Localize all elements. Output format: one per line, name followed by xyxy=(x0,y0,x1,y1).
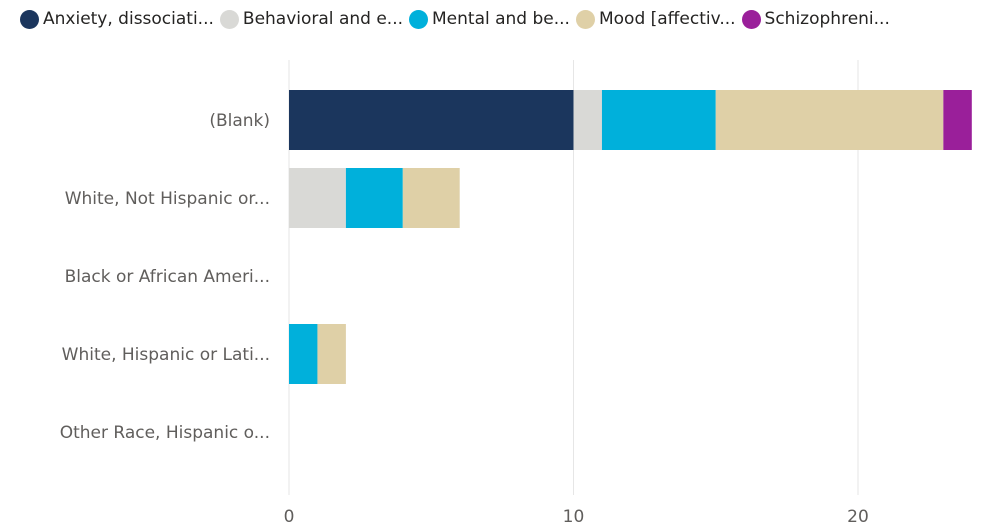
bar-segment[interactable] xyxy=(943,90,972,150)
legend-marker-icon xyxy=(20,9,39,29)
bar-segment[interactable] xyxy=(289,324,318,384)
legend-item[interactable]: Mood [affectiv... xyxy=(575,9,736,29)
legend: Anxiety, dissociati... Behavioral and e..… xyxy=(20,6,896,32)
legend-label: Mental and be... xyxy=(432,9,570,29)
category-label: White, Hispanic or Lati... xyxy=(62,345,270,365)
legend-item[interactable]: Schizophreni... xyxy=(741,9,890,29)
bar-segment[interactable] xyxy=(289,90,574,150)
bar-segment[interactable] xyxy=(601,90,716,150)
category-label: (Blank) xyxy=(209,111,270,131)
bar-segment[interactable] xyxy=(289,168,346,228)
bar-segment[interactable] xyxy=(345,168,403,228)
legend-label: Schizophreni... xyxy=(764,9,890,29)
category-label: Black or African Ameri... xyxy=(65,267,270,287)
x-tick-label: 20 xyxy=(847,507,869,527)
bar-segment[interactable] xyxy=(573,90,602,150)
bar-segment[interactable] xyxy=(402,168,460,228)
category-label: Other Race, Hispanic o... xyxy=(60,423,270,443)
legend-label: Anxiety, dissociati... xyxy=(43,9,214,29)
category-label: White, Not Hispanic or... xyxy=(65,189,270,209)
legend-marker-icon xyxy=(409,9,428,29)
legend-item[interactable]: Behavioral and e... xyxy=(219,9,403,29)
bar-segment[interactable] xyxy=(317,324,346,384)
legend-marker-icon xyxy=(219,9,239,29)
legend-marker-icon xyxy=(741,9,761,29)
legend-label: Mood [affectiv... xyxy=(598,9,736,29)
legend-item[interactable]: Mental and be... xyxy=(409,9,570,29)
x-tick-label: 10 xyxy=(563,507,585,527)
x-tick-label: 0 xyxy=(284,507,295,527)
bar-segment[interactable] xyxy=(715,90,944,150)
legend-label: Behavioral and e... xyxy=(242,9,403,29)
legend-item[interactable]: Anxiety, dissociati... xyxy=(20,9,214,29)
legend-marker-icon xyxy=(575,9,595,29)
